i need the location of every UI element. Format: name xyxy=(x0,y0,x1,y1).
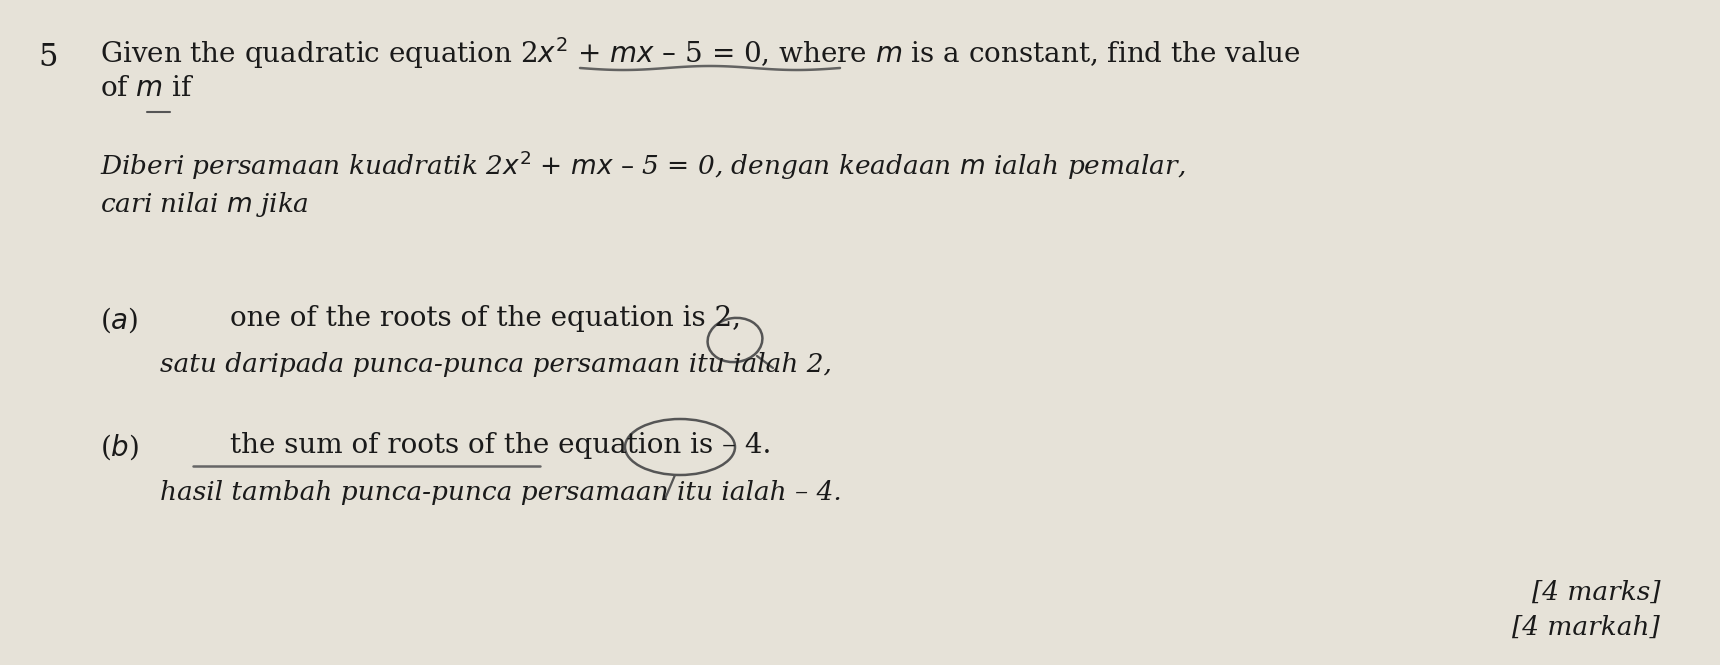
Text: satu daripada punca-punca persamaan itu ialah 2,: satu daripada punca-punca persamaan itu … xyxy=(160,352,832,377)
Text: hasil tambah punca-punca persamaan itu ialah – 4.: hasil tambah punca-punca persamaan itu i… xyxy=(160,480,841,505)
Text: one of the roots of the equation is 2,: one of the roots of the equation is 2, xyxy=(230,305,741,332)
Text: ($a$): ($a$) xyxy=(100,305,138,334)
Text: ($b$): ($b$) xyxy=(100,432,139,462)
Text: Given the quadratic equation 2$x^2$ + $mx$ – 5 = 0, where $m$ is a constant, fin: Given the quadratic equation 2$x^2$ + $m… xyxy=(100,35,1300,71)
Text: of $m$ if: of $m$ if xyxy=(100,75,194,102)
Text: Diberi persamaan kuadratik 2$x^2$ + $mx$ – 5 = 0, dengan keadaan $m$ ialah pemal: Diberi persamaan kuadratik 2$x^2$ + $mx$… xyxy=(100,148,1185,182)
Text: the sum of roots of the equation is – 4.: the sum of roots of the equation is – 4. xyxy=(230,432,771,459)
Text: [4 markah]: [4 markah] xyxy=(1512,615,1660,640)
Text: cari nilai $m$ jika: cari nilai $m$ jika xyxy=(100,190,310,219)
Text: 5: 5 xyxy=(38,42,57,73)
Text: [4 marks]: [4 marks] xyxy=(1531,580,1660,605)
